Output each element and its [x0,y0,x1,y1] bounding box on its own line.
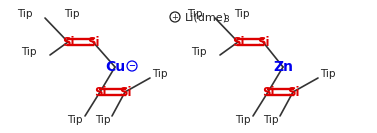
Text: +: + [172,13,178,22]
Text: Li(dme): Li(dme) [185,12,228,22]
Text: 3: 3 [223,16,229,24]
Text: Si: Si [287,86,299,99]
Text: Tip: Tip [263,115,279,125]
Text: −: − [129,61,135,70]
Text: Tip: Tip [320,69,336,79]
Text: Tip: Tip [21,47,37,57]
Text: Si: Si [232,36,244,49]
Text: Tip: Tip [67,115,83,125]
Text: Tip: Tip [192,47,207,57]
Text: Si: Si [62,36,74,49]
Text: Zn: Zn [273,60,293,74]
Text: Tip: Tip [234,9,250,19]
Text: Si: Si [262,86,274,99]
Text: Cu: Cu [105,60,125,74]
Text: Si: Si [257,36,269,49]
Text: Tip: Tip [17,9,33,19]
Text: Tip: Tip [152,69,167,79]
Text: Si: Si [87,36,99,49]
Text: Si: Si [94,86,106,99]
Text: Tip: Tip [64,9,80,19]
Text: Tip: Tip [187,9,203,19]
Text: Tip: Tip [95,115,111,125]
Text: Tip: Tip [235,115,251,125]
Text: Si: Si [119,86,131,99]
